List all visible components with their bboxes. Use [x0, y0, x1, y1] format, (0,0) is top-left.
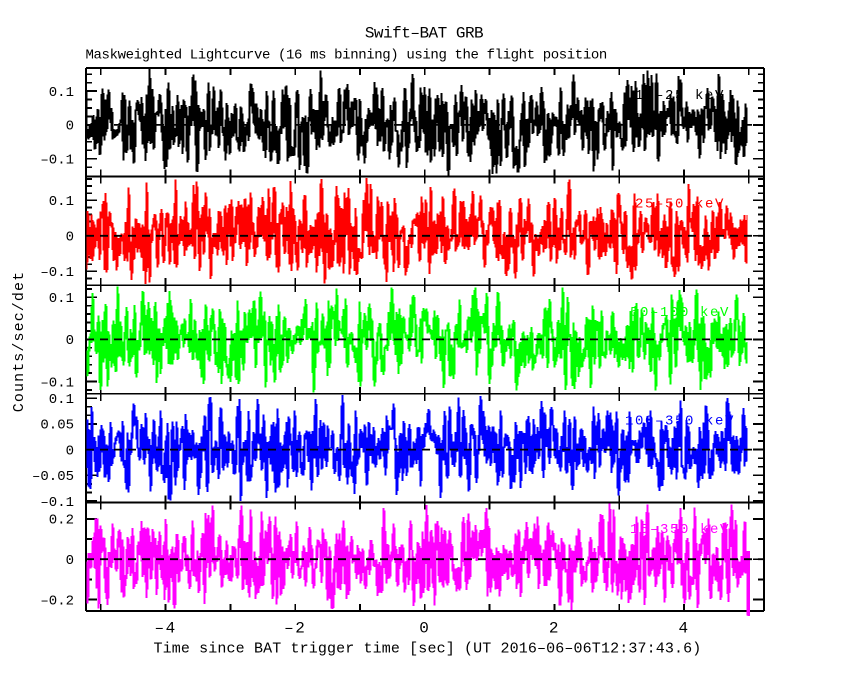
svg-text:–0.05: –0.05 — [32, 469, 74, 485]
svg-text:–0.1: –0.1 — [40, 495, 74, 511]
svg-text:Swift–BAT GRB: Swift–BAT GRB — [365, 25, 483, 43]
svg-text:4: 4 — [678, 620, 689, 638]
svg-text:0.1: 0.1 — [49, 291, 74, 307]
svg-text:25–50 keV: 25–50 keV — [635, 196, 725, 212]
svg-text:Counts/sec/det: Counts/sec/det — [11, 271, 28, 412]
svg-text:–2: –2 — [284, 620, 306, 638]
svg-text:0: 0 — [419, 620, 430, 638]
svg-text:0.1: 0.1 — [49, 85, 74, 101]
svg-text:2: 2 — [549, 620, 560, 638]
svg-text:0.2: 0.2 — [49, 513, 74, 529]
svg-text:Time since BAT trigger time [s: Time since BAT trigger time [sec] (UT 20… — [154, 640, 702, 657]
svg-text:0: 0 — [66, 333, 74, 349]
svg-text:–0.1: –0.1 — [40, 375, 74, 391]
svg-text:0.1: 0.1 — [49, 194, 74, 210]
svg-text:0: 0 — [66, 119, 74, 135]
svg-text:Maskweighted Lightcurve (16 ms: Maskweighted Lightcurve (16 ms binning) … — [86, 48, 607, 64]
svg-text:–0.1: –0.1 — [40, 153, 74, 169]
svg-text:0: 0 — [66, 553, 74, 569]
svg-text:–0.2: –0.2 — [40, 593, 74, 609]
svg-text:–0.1: –0.1 — [40, 265, 74, 281]
svg-text:0.1: 0.1 — [49, 392, 74, 408]
svg-text:–4: –4 — [154, 620, 176, 638]
svg-text:0: 0 — [66, 443, 74, 459]
svg-text:0.05: 0.05 — [40, 418, 74, 434]
svg-text:0: 0 — [66, 230, 74, 246]
